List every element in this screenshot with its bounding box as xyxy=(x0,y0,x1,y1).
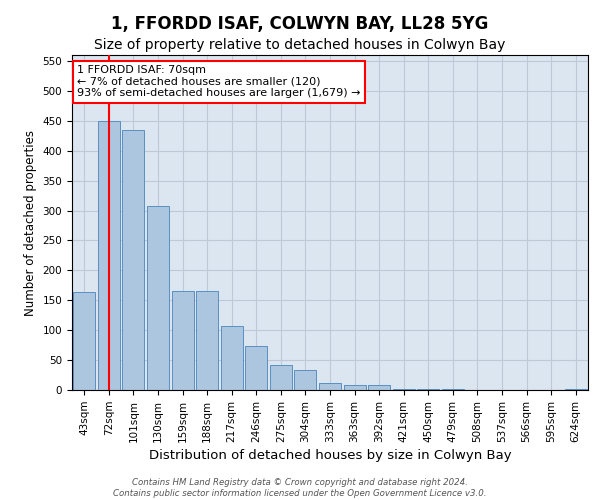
Bar xyxy=(196,292,218,390)
Text: Size of property relative to detached houses in Colwyn Bay: Size of property relative to detached ho… xyxy=(94,38,506,52)
Bar xyxy=(417,389,439,390)
Bar xyxy=(368,385,390,390)
Bar xyxy=(392,389,415,390)
Text: Contains HM Land Registry data © Crown copyright and database right 2024.
Contai: Contains HM Land Registry data © Crown c… xyxy=(113,478,487,498)
Bar xyxy=(98,121,120,390)
Bar xyxy=(221,326,243,390)
Y-axis label: Number of detached properties: Number of detached properties xyxy=(24,130,37,316)
Bar xyxy=(565,389,587,390)
X-axis label: Distribution of detached houses by size in Colwyn Bay: Distribution of detached houses by size … xyxy=(149,449,511,462)
Bar xyxy=(319,384,341,390)
Bar xyxy=(295,370,316,390)
Bar xyxy=(122,130,145,390)
Bar xyxy=(147,206,169,390)
Bar xyxy=(245,346,268,390)
Bar xyxy=(172,292,194,390)
Bar xyxy=(270,365,292,390)
Text: 1, FFORDD ISAF, COLWYN BAY, LL28 5YG: 1, FFORDD ISAF, COLWYN BAY, LL28 5YG xyxy=(112,15,488,33)
Bar xyxy=(344,385,365,390)
Bar xyxy=(73,292,95,390)
Text: 1 FFORDD ISAF: 70sqm
← 7% of detached houses are smaller (120)
93% of semi-detac: 1 FFORDD ISAF: 70sqm ← 7% of detached ho… xyxy=(77,65,361,98)
